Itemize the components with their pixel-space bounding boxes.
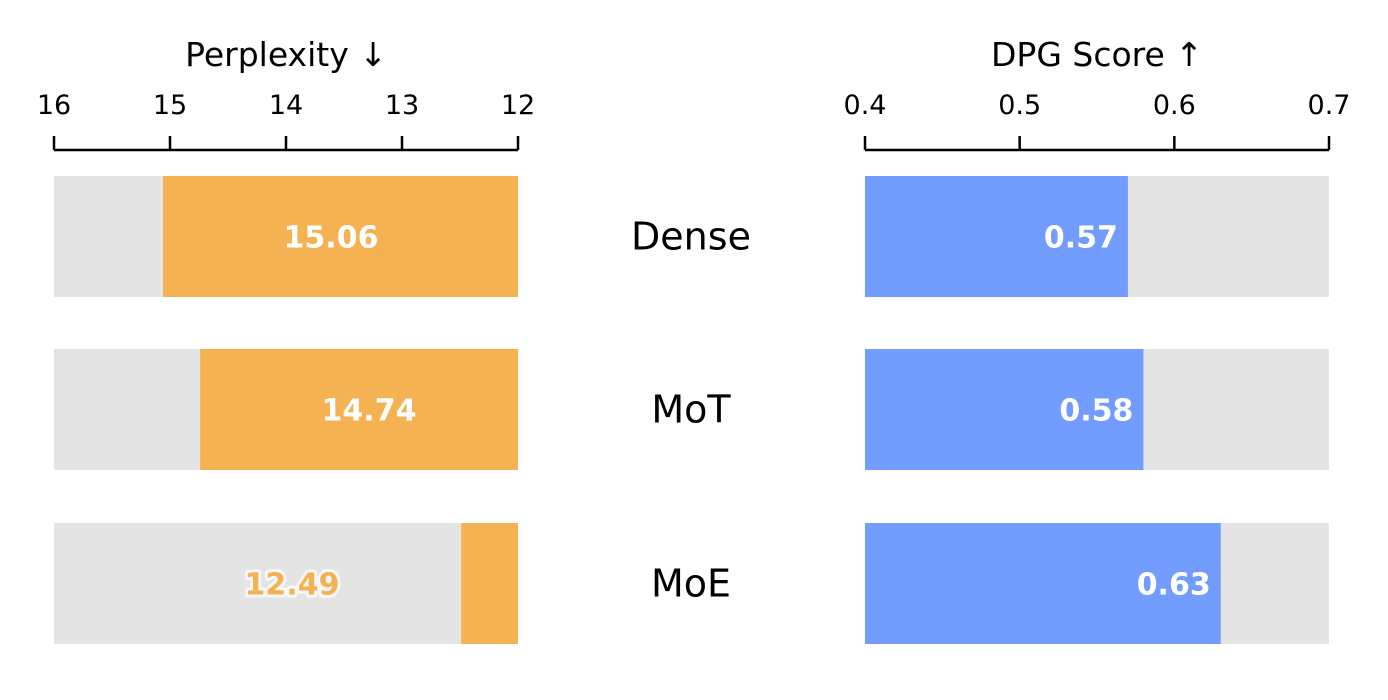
- left-tick-label: 14: [269, 90, 303, 121]
- left-chart-title: Perplexity ↓: [185, 35, 387, 74]
- category-labels: Dense MoT MoE: [631, 215, 751, 606]
- left-bar: [163, 176, 519, 297]
- bars: 15.06 14.74 12.49 0.57 0.58 0.63: [54, 176, 1329, 644]
- right-chart-title: DPG Score ↑: [991, 35, 1203, 74]
- left-data-label: 12.49: [245, 568, 340, 603]
- left-tick-label: 12: [501, 90, 535, 121]
- right-x-axis: 0.4 0.5 0.6 0.7: [844, 90, 1351, 152]
- right-tick-label: 0.7: [1308, 90, 1351, 121]
- left-bar: [200, 349, 518, 470]
- right-bar: [865, 349, 1144, 470]
- left-tick-label: 16: [37, 90, 71, 121]
- left-data-label: 14.74: [322, 394, 417, 429]
- right-data-label: 0.57: [1044, 221, 1118, 256]
- left-tick-label: 15: [153, 90, 187, 121]
- category-label: MoE: [651, 562, 731, 606]
- left-bar-background: [54, 523, 518, 644]
- right-data-label: 0.58: [1059, 394, 1133, 429]
- left-tick-label: 13: [385, 90, 419, 121]
- left-bar: [461, 523, 518, 644]
- right-bar: [865, 523, 1221, 644]
- right-tick-label: 0.5: [998, 90, 1041, 121]
- right-data-label: 0.63: [1137, 568, 1211, 603]
- right-bar: [865, 176, 1128, 297]
- right-tick-label: 0.4: [844, 90, 887, 121]
- category-label: MoT: [651, 388, 731, 432]
- category-label: Dense: [631, 215, 751, 259]
- left-data-label: 15.06: [284, 221, 379, 256]
- right-tick-label: 0.6: [1153, 90, 1196, 121]
- left-x-axis: 16 15 14 13 12: [37, 90, 535, 152]
